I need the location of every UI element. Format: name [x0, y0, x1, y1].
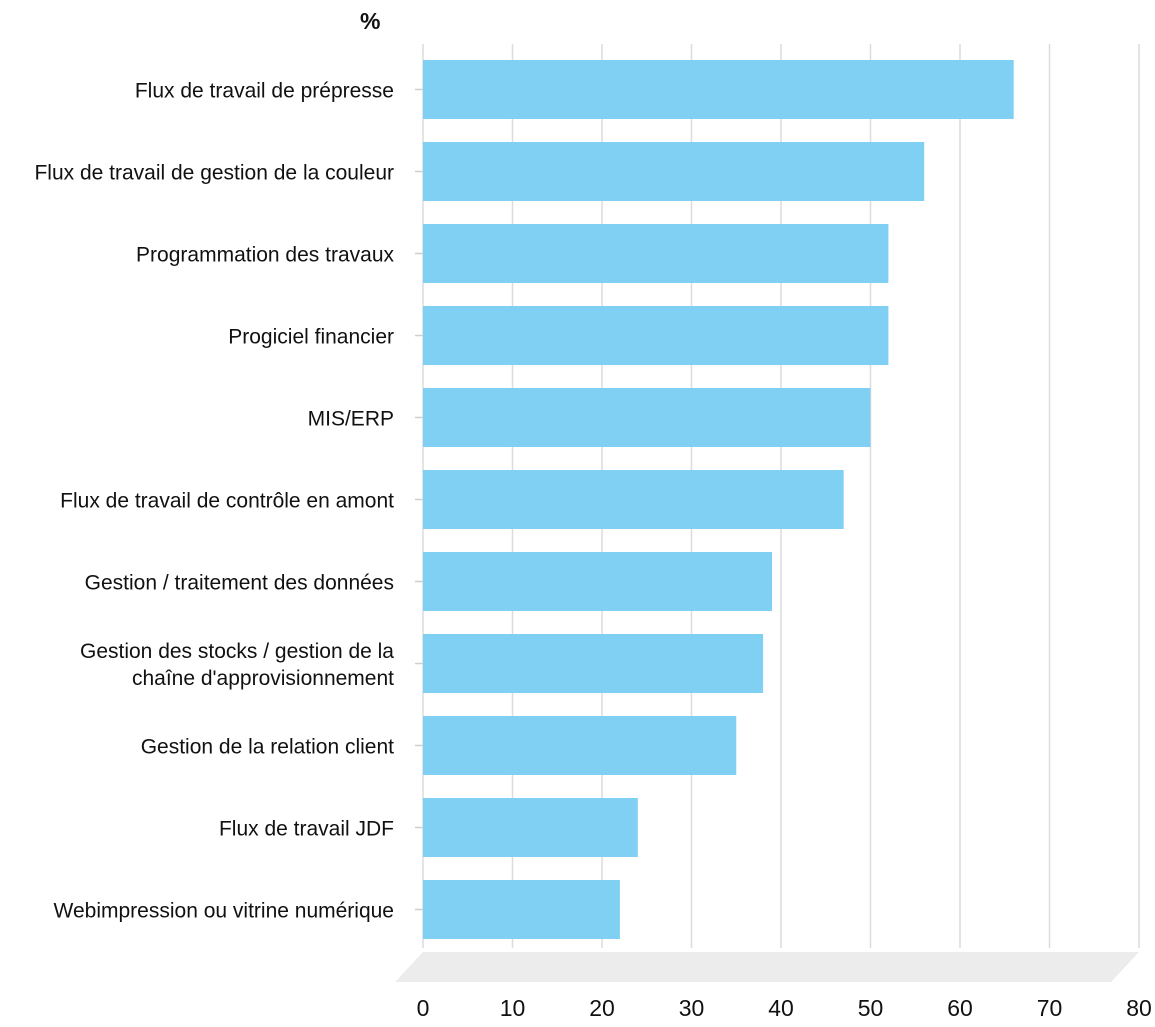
category-label: Progiciel financier	[228, 326, 394, 349]
category-label: Gestion / traitement des données	[85, 572, 394, 595]
unit-label: %	[360, 8, 381, 34]
x-tick-label: 20	[589, 995, 615, 1021]
category-label: Webimpression ou vitrine numérique	[54, 900, 394, 923]
x-tick-label: 80	[1126, 995, 1152, 1021]
category-label: Gestion de la relation client	[141, 736, 394, 759]
bar	[423, 552, 773, 611]
x-tick-label: 10	[500, 995, 526, 1021]
bar	[423, 224, 889, 283]
bar	[423, 470, 844, 529]
bar	[423, 60, 1014, 119]
category-label: Programmation des travaux	[136, 244, 394, 267]
bar	[423, 634, 764, 693]
bar	[423, 142, 925, 201]
bar	[423, 716, 737, 775]
category-label: Flux de travail de contrôle en amont	[60, 490, 394, 513]
category-label: Flux de travail de prépresse	[135, 80, 394, 103]
category-label: chaîne d'approvisionnement	[132, 667, 394, 690]
x-tick-label: 50	[858, 995, 884, 1021]
bar	[423, 880, 620, 939]
category-label: Gestion des stocks / gestion de la	[80, 640, 394, 663]
bar	[423, 388, 871, 447]
bar	[423, 798, 638, 857]
category-label: MIS/ERP	[308, 408, 394, 431]
x-tick-label: 0	[417, 995, 430, 1021]
category-label: Flux de travail de gestion de la couleur	[34, 162, 394, 185]
x-tick-label: 60	[947, 995, 973, 1021]
x-tick-label: 70	[1037, 995, 1063, 1021]
category-label: Flux de travail JDF	[219, 818, 394, 841]
x-tick-label: 40	[768, 995, 794, 1021]
chart-floor	[395, 952, 1139, 982]
bar	[423, 306, 889, 365]
x-tick-label: 30	[679, 995, 705, 1021]
